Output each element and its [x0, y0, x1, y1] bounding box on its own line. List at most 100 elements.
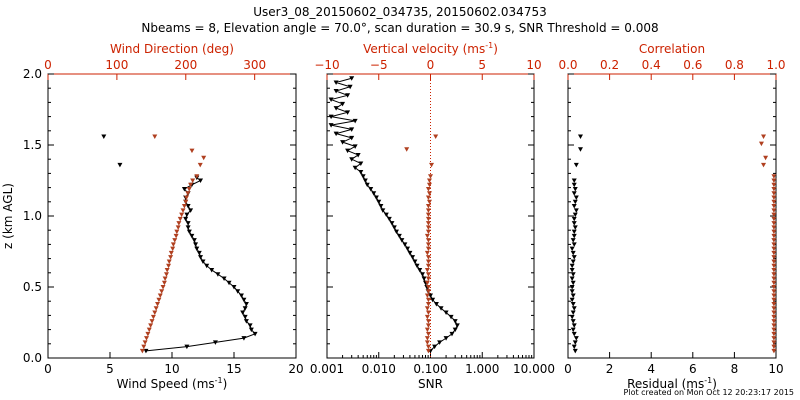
data-point — [333, 89, 339, 94]
data-point — [156, 297, 162, 303]
bottom-tick-label: 4 — [647, 362, 655, 376]
data-point — [248, 327, 254, 333]
data-point — [425, 272, 431, 277]
data-point — [758, 141, 764, 147]
data-point — [340, 140, 346, 145]
data-point — [181, 187, 187, 192]
data-point — [376, 199, 382, 205]
data-point — [771, 255, 777, 260]
data-point — [425, 310, 431, 316]
data-point — [570, 280, 576, 286]
data-point — [153, 306, 159, 311]
data-point — [569, 297, 575, 303]
data-point — [424, 327, 430, 333]
data-point — [425, 259, 431, 264]
data-point — [569, 276, 575, 281]
data-point — [425, 204, 431, 209]
data-point — [771, 306, 777, 311]
data-point — [771, 191, 777, 196]
data-point — [170, 242, 176, 247]
data-point — [362, 178, 368, 183]
top-axis-label: Vertical velocity (ms-1) — [363, 41, 498, 56]
top-tick-label: 0 — [427, 58, 435, 72]
top-tick-label: 5 — [478, 58, 486, 72]
data-point — [142, 340, 148, 345]
data-point — [771, 280, 777, 286]
data-point — [185, 225, 191, 230]
y-tick-label: 0.0 — [23, 351, 42, 365]
data-point — [771, 242, 777, 247]
data-point — [771, 327, 777, 333]
data-point — [175, 225, 181, 230]
y-tick-label: 1.5 — [23, 138, 42, 152]
data-point — [161, 280, 167, 286]
data-point — [197, 162, 203, 168]
data-point — [771, 208, 777, 213]
data-point — [352, 144, 358, 149]
top-tick-label: 0.2 — [600, 58, 619, 72]
data-point — [570, 327, 576, 333]
data-point — [771, 250, 777, 256]
data-point — [570, 302, 576, 307]
data-point — [247, 323, 253, 328]
data-point — [328, 114, 334, 120]
data-point — [452, 327, 458, 333]
data-point — [570, 259, 576, 264]
data-point — [172, 238, 178, 243]
data-point — [771, 323, 777, 328]
data-point — [425, 263, 431, 269]
data-point — [396, 233, 402, 239]
data-point — [194, 246, 200, 252]
data-point — [209, 267, 215, 273]
data-point — [417, 267, 423, 273]
data-point — [771, 225, 777, 230]
data-point — [571, 323, 577, 328]
data-point — [146, 327, 152, 333]
data-point — [425, 225, 431, 230]
data-point — [425, 212, 431, 218]
data-point — [170, 246, 176, 252]
bottom-tick-label: 0.100 — [413, 362, 447, 376]
data-point — [771, 348, 777, 354]
data-point — [573, 162, 579, 168]
data-point — [410, 255, 416, 260]
data-point — [433, 302, 439, 307]
data-point — [425, 323, 431, 328]
data-point — [763, 155, 769, 161]
data-point — [424, 314, 430, 320]
data-point — [212, 340, 218, 345]
data-point — [771, 259, 777, 264]
data-point — [425, 229, 431, 235]
data-point — [185, 191, 191, 196]
data-point — [571, 178, 577, 183]
data-point — [333, 106, 339, 111]
data-point — [577, 147, 583, 152]
bottom-tick-label: 0.010 — [362, 362, 396, 376]
data-point — [184, 212, 190, 218]
data-point — [189, 148, 195, 154]
data-point — [771, 195, 777, 201]
data-point — [174, 229, 180, 235]
data-point — [185, 221, 191, 226]
series-line-0 — [145, 177, 256, 352]
data-point — [571, 216, 577, 222]
data-point — [771, 314, 777, 320]
data-point — [355, 152, 361, 158]
data-point — [380, 208, 386, 213]
data-point — [189, 233, 195, 239]
data-point — [570, 293, 576, 299]
top-tick-label: 10 — [526, 58, 541, 72]
data-point — [117, 162, 123, 168]
data-point — [188, 208, 194, 213]
top-tick-label: 0.8 — [725, 58, 744, 72]
bottom-tick-label: 15 — [226, 362, 241, 376]
data-point — [425, 302, 431, 307]
data-point — [373, 195, 379, 201]
data-point — [771, 285, 777, 290]
bottom-tick-label: 8 — [731, 362, 739, 376]
data-point — [352, 165, 358, 171]
data-point — [572, 187, 578, 192]
data-point — [569, 289, 575, 294]
data-point — [572, 199, 578, 205]
